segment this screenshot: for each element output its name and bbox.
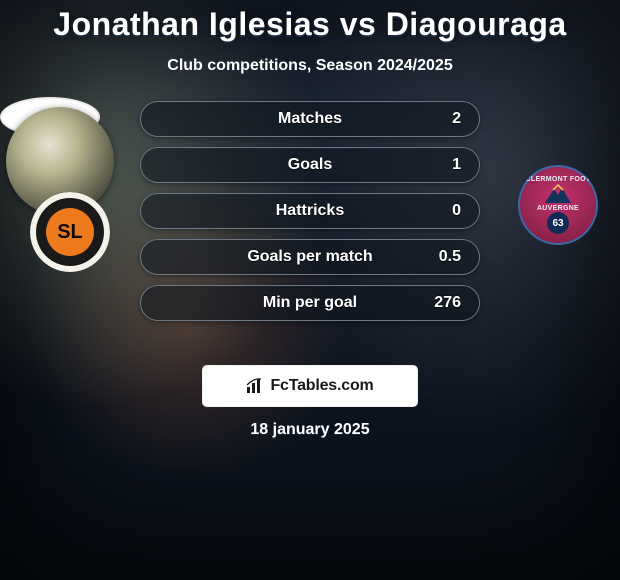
crest-inner: SL (46, 208, 94, 256)
date-label: 18 january 2025 (0, 421, 620, 439)
stat-value: 276 (434, 294, 461, 312)
stat-label: Goals (288, 156, 332, 174)
stat-pill-goals: Goals 1 (140, 147, 480, 183)
crest-outer: SL (30, 192, 110, 272)
crest-outer: CLERMONT FOOT AUVERGNE 63 (518, 165, 598, 245)
stat-pill-hattricks: Hattricks 0 (140, 193, 480, 229)
stat-pill-goals-per-match: Goals per match 0.5 (140, 239, 480, 275)
page-title: Jonathan Iglesias vs Diagouraga (0, 0, 620, 43)
stat-pill-min-per-goal: Min per goal 276 (140, 285, 480, 321)
crest-initials: SL (57, 221, 83, 244)
branding-label: FcTables.com (270, 377, 373, 395)
stat-label: Hattricks (276, 202, 344, 220)
crest-arc-bottom: AUVERGNE (537, 205, 579, 212)
stat-pill-matches: Matches 2 (140, 101, 480, 137)
stat-pill-column: Matches 2 Goals 1 Hattricks 0 Goals per … (140, 101, 480, 321)
stat-value: 0.5 (439, 248, 461, 266)
stat-value: 1 (452, 156, 461, 174)
stat-label: Matches (278, 110, 342, 128)
team-right-crest: CLERMONT FOOT AUVERGNE 63 (518, 165, 598, 245)
team-left-crest: SL (30, 192, 110, 272)
crest-mid: SL (36, 198, 104, 266)
branding-card: FcTables.com (202, 365, 418, 407)
subtitle: Club competitions, Season 2024/2025 (0, 57, 620, 75)
crest-arc-top: CLERMONT FOOT (526, 176, 591, 183)
bars-icon (246, 377, 264, 395)
stat-value: 2 (452, 110, 461, 128)
stat-label: Min per goal (263, 294, 357, 312)
comparison-stage: SL CLERMONT FOOT AUVERGNE 63 Matches 2 G… (0, 97, 620, 347)
volcano-icon (541, 183, 575, 205)
stat-label: Goals per match (247, 248, 372, 266)
stat-value: 0 (452, 202, 461, 220)
crest-number: 63 (547, 212, 569, 234)
